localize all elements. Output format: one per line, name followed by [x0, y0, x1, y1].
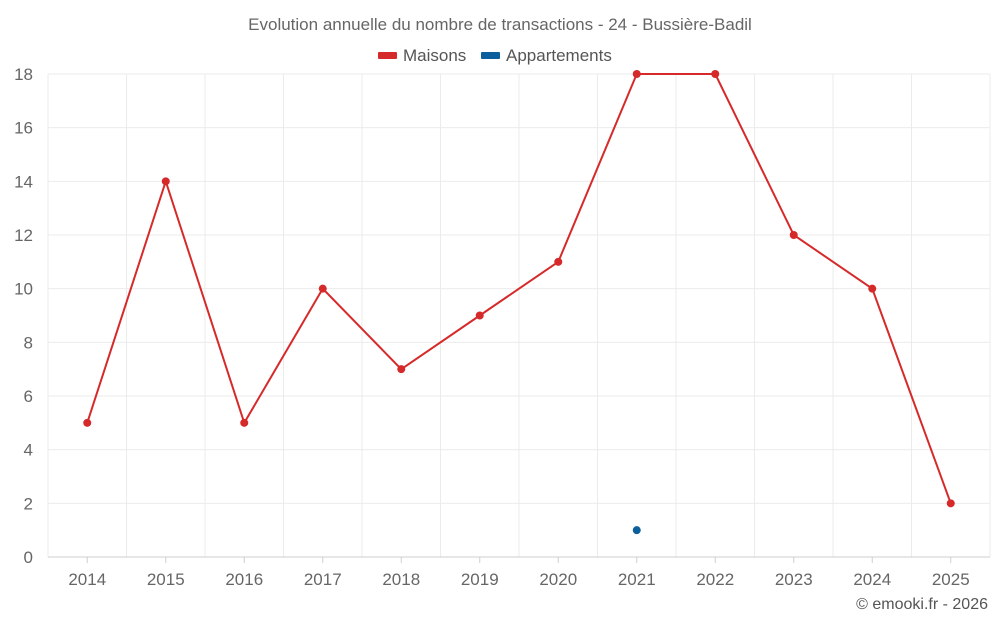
data-point-maisons — [318, 284, 327, 293]
data-point-appartements — [632, 526, 641, 535]
series-line-maisons — [86, 73, 952, 504]
legend-label-maisons[interactable]: Maisons — [403, 46, 466, 65]
x-tick-label: 2025 — [932, 570, 970, 589]
data-point-maisons — [83, 418, 92, 427]
chart-title: Evolution annuelle du nombre de transact… — [248, 15, 752, 34]
grid — [47, 73, 991, 557]
x-tick-label: 2017 — [304, 570, 342, 589]
data-point-maisons — [161, 177, 170, 186]
y-tick-label: 14 — [14, 172, 33, 191]
x-tick-label: 2020 — [539, 570, 577, 589]
data-point-maisons — [789, 231, 798, 239]
x-tick-label: 2014 — [68, 570, 106, 589]
x-tick-label: 2024 — [853, 570, 891, 589]
data-point-maisons — [868, 284, 877, 293]
data-point-maisons — [554, 257, 563, 266]
axes: 0 2 4 6 8 10 12 14 16 18 2014 2015 2016 2017 2018 2019 2… — [14, 65, 990, 589]
data-point-maisons — [946, 499, 955, 508]
x-tick-label: 2023 — [775, 570, 813, 589]
x-tick-label: 2015 — [147, 570, 185, 589]
data-point-maisons — [240, 418, 249, 427]
y-tick-label: 12 — [14, 226, 33, 245]
data-point-maisons — [475, 311, 484, 320]
y-tick-label: 2 — [24, 494, 33, 513]
y-tick-label: 4 — [24, 441, 33, 460]
y-tick-label: 0 — [24, 548, 33, 567]
y-tick-label: 10 — [14, 280, 33, 299]
y-tick-label: 16 — [14, 119, 33, 138]
legend-swatch-appartements[interactable] — [481, 52, 500, 59]
y-tick-label: 6 — [24, 387, 33, 406]
data-point-maisons — [397, 365, 406, 374]
y-tick-label: 8 — [24, 333, 33, 352]
x-tick-label: 2022 — [696, 570, 734, 589]
legend: Maisons Appartements — [378, 46, 612, 65]
x-tick-label: 2016 — [225, 570, 263, 589]
y-tick-label: 18 — [14, 65, 33, 84]
x-tick-label: 2021 — [618, 570, 656, 589]
legend-swatch-maisons[interactable] — [378, 52, 397, 59]
series-layer — [83, 70, 955, 535]
data-point-maisons — [711, 70, 720, 78]
data-point-maisons — [632, 70, 641, 78]
credit-text: © emooki.fr - 2026 — [856, 596, 988, 613]
x-tick-label: 2019 — [461, 570, 499, 589]
x-tick-label: 2018 — [382, 570, 420, 589]
legend-label-appartements[interactable]: Appartements — [506, 46, 612, 65]
